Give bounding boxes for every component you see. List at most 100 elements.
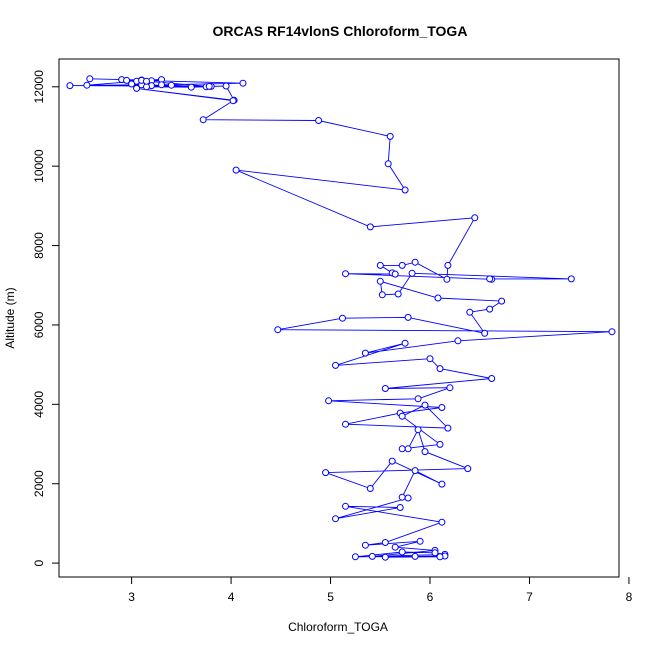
data-point [404,445,412,453]
data-point [332,361,339,369]
data-point [83,81,91,89]
y-axis-label: Altitude (m) [3,287,17,348]
data-point [396,504,404,511]
x-tick-label: 3 [128,590,135,604]
data-point [143,83,150,91]
data-point [466,308,474,316]
data-point [366,485,374,492]
data-point [408,269,416,277]
x-axis-label: Chloroform_TOGA [288,620,388,634]
x-tick-label: 4 [228,590,235,604]
y-tick-label: 10000 [32,149,46,183]
data-point [414,395,422,403]
x-tick-label: 7 [526,590,533,604]
data-point [438,480,446,488]
data-point [444,261,452,269]
data-point [454,337,462,345]
x-tick-label: 8 [626,590,633,604]
data-point [128,80,136,88]
data-point [376,261,384,269]
data-point [426,355,434,363]
data-point [381,539,389,546]
data-point [388,457,396,465]
x-tick-label: 6 [427,590,434,604]
data-point [421,448,429,456]
data-point [384,160,392,168]
chart-title: ORCAS RF14vlonS Chloroform_TOGA [213,23,468,39]
data-point [232,166,240,174]
data-point [404,494,412,502]
data-point [398,261,406,269]
data-point [222,82,230,90]
data-point [431,549,439,557]
data-point [398,412,406,420]
data-point [411,467,419,475]
data-point [342,502,349,510]
data-point [339,314,346,322]
data-point [421,401,429,409]
data-point [401,186,409,194]
data-point [86,75,94,83]
data-point [378,291,386,299]
data-point [398,548,406,556]
data-point [158,81,165,89]
data-point [486,305,494,313]
plot-frame [58,58,620,578]
data-point [229,97,237,105]
data-point [368,552,376,560]
data-point [411,258,419,266]
y-tick-label: 4000 [32,391,46,418]
data-point [464,465,472,473]
data-point [342,270,349,278]
data-point [471,214,479,222]
x-tick-label: 5 [327,590,334,604]
data-point [376,277,384,285]
data-point [436,553,444,561]
data-point [434,294,442,302]
data-point [438,518,446,526]
data-point [416,537,424,545]
data-point [386,132,394,140]
x-axis: 3 4 5 6 7 8 [128,577,633,604]
data-point [239,79,247,87]
data-point [481,329,489,337]
data-point [436,440,444,448]
data-point [381,385,389,392]
data-point [414,426,422,434]
data-point [315,117,323,124]
data-point [394,290,402,298]
data-point [66,82,74,90]
y-tick-label: 6000 [32,311,46,338]
data-point [488,375,496,382]
data-point [391,543,399,551]
data-point [332,515,339,523]
data-point [187,83,195,91]
data-point [199,116,207,124]
series-chloroform [66,75,616,561]
data-point [444,424,452,432]
data-point [325,397,333,405]
data-point [361,349,369,357]
y-tick-label: 12000 [32,70,46,104]
data-point [351,553,359,561]
data-point [401,339,409,347]
data-point [411,552,419,560]
data-point [567,275,575,283]
data-point [133,84,141,92]
y-tick-label: 8000 [32,232,46,259]
data-point [361,541,369,549]
data-point [443,275,451,283]
y-tick-label: 2000 [32,470,46,497]
data-point [205,82,213,90]
data-point [446,384,454,392]
data-point [398,445,406,453]
data-point [366,223,374,231]
data-point [274,326,282,334]
data-point [486,275,494,283]
data-point [436,365,444,373]
data-point [398,493,406,501]
data-point [498,297,506,305]
data-point [391,270,399,278]
